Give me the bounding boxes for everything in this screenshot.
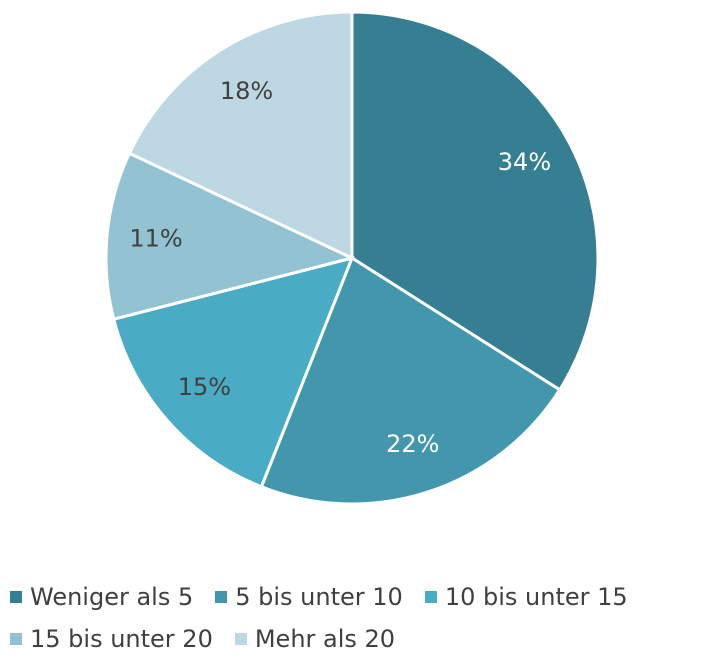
pie-slice	[104, 151, 357, 322]
legend-label: 10 bis unter 15	[444, 583, 628, 611]
legend-swatch	[10, 633, 22, 645]
legend-label: Weniger als 5	[30, 583, 194, 611]
chart: 34% 22% 15% 11% 18%	[104, 10, 600, 506]
legend-label: 5 bis unter 10	[235, 583, 403, 611]
data-label: 18%	[220, 77, 273, 105]
legend-swatch	[234, 633, 247, 645]
legend-swatch	[215, 591, 228, 603]
data-label: 34%	[498, 148, 551, 176]
legend-swatch	[424, 591, 437, 603]
data-label: 11%	[129, 224, 182, 252]
data-label: 15%	[178, 373, 231, 401]
legend-label: 15 bis unter 20	[30, 625, 213, 653]
pie-slice	[127, 10, 354, 261]
legend-item: 15 bis unter 20	[10, 624, 213, 654]
legend: Weniger als 5 5 bis unter 10 10 bis unter …	[10, 582, 706, 654]
pie-slice	[259, 255, 562, 506]
pie-slice	[111, 255, 355, 489]
legend-item: Weniger als 5	[10, 582, 193, 612]
legend-item: 5 bis unter 10	[215, 582, 403, 612]
legend-swatch	[10, 591, 22, 603]
data-label: 22%	[386, 430, 439, 458]
legend-label: Mehr als 20	[254, 625, 396, 653]
legend-item: 10 bis unter 15	[424, 582, 628, 612]
legend-item: Mehr als 20	[234, 624, 396, 654]
